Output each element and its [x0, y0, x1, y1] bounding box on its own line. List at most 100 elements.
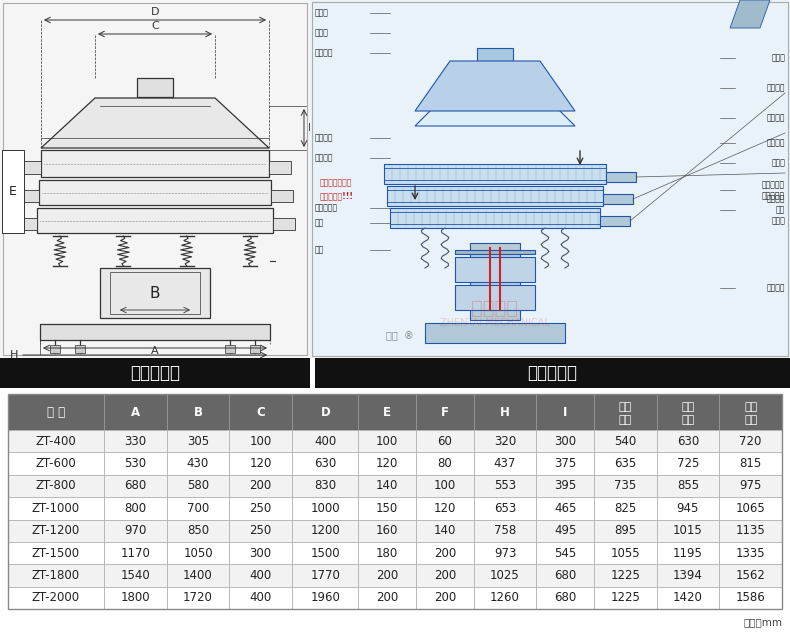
Bar: [37, 208, 273, 233]
Bar: [271, 189, 293, 202]
Text: 1015: 1015: [673, 524, 703, 537]
Bar: [167, 475, 229, 497]
Text: 振泰机械: 振泰机械: [472, 299, 518, 318]
Text: 437: 437: [494, 457, 516, 470]
Bar: [719, 497, 782, 520]
Text: 700: 700: [187, 502, 209, 515]
Text: E: E: [383, 406, 391, 418]
Bar: [387, 186, 603, 206]
Text: 一般结构图: 一般结构图: [528, 364, 577, 382]
Bar: [536, 497, 594, 520]
Bar: [167, 520, 229, 542]
Bar: [104, 453, 167, 475]
Text: 筛网法兰: 筛网法兰: [766, 139, 785, 147]
Bar: [719, 430, 782, 453]
Bar: [416, 520, 473, 542]
Text: 200: 200: [376, 569, 398, 582]
Bar: [8, 453, 104, 475]
Bar: [473, 542, 536, 564]
Bar: [8, 587, 104, 609]
Text: 250: 250: [250, 502, 272, 515]
Bar: [359, 453, 416, 475]
Text: 顶部框架: 顶部框架: [315, 49, 333, 58]
Bar: [606, 172, 636, 182]
Bar: [292, 520, 359, 542]
Bar: [594, 453, 656, 475]
Text: 1195: 1195: [673, 546, 703, 560]
Bar: [656, 497, 719, 520]
Bar: [229, 453, 292, 475]
Bar: [719, 587, 782, 609]
Text: 1960: 1960: [310, 591, 340, 605]
Bar: [8, 430, 104, 453]
Bar: [473, 587, 536, 609]
Bar: [455, 250, 535, 254]
Text: 一层: 一层: [619, 401, 632, 411]
Bar: [229, 394, 292, 430]
Bar: [656, 475, 719, 497]
Text: 辅助筛网: 辅助筛网: [766, 113, 785, 123]
Text: 运输用固定螺栓: 运输用固定螺栓: [320, 179, 352, 187]
Text: B: B: [194, 406, 202, 418]
Text: 975: 975: [739, 479, 762, 492]
Bar: [292, 564, 359, 587]
Bar: [167, 497, 229, 520]
Text: 二层: 二层: [681, 401, 694, 411]
Text: 下部重锤: 下部重锤: [766, 284, 785, 292]
Text: 680: 680: [554, 569, 576, 582]
Text: 680: 680: [124, 479, 146, 492]
Bar: [104, 394, 167, 430]
Bar: [384, 164, 606, 184]
Bar: [719, 475, 782, 497]
Bar: [292, 497, 359, 520]
Text: 180: 180: [376, 546, 398, 560]
Text: 545: 545: [554, 546, 576, 560]
Text: 855: 855: [677, 479, 699, 492]
Bar: [292, 394, 359, 430]
Bar: [8, 542, 104, 564]
Text: 进料口: 进料口: [771, 54, 785, 63]
Bar: [416, 587, 473, 609]
Text: 1025: 1025: [490, 569, 520, 582]
Text: ZT-1800: ZT-1800: [32, 569, 80, 582]
Text: 815: 815: [739, 457, 762, 470]
Bar: [719, 453, 782, 475]
Text: 1055: 1055: [611, 546, 640, 560]
Text: ZT-400: ZT-400: [36, 435, 77, 448]
Text: E: E: [9, 185, 17, 198]
Text: 1225: 1225: [610, 591, 640, 605]
Text: A: A: [130, 406, 140, 418]
Text: A: A: [151, 346, 159, 356]
Text: 400: 400: [314, 435, 337, 448]
Text: 735: 735: [614, 479, 636, 492]
Bar: [425, 323, 565, 343]
Bar: [470, 243, 520, 320]
Text: 300: 300: [554, 435, 576, 448]
Text: I: I: [563, 406, 567, 418]
Text: 1200: 1200: [310, 524, 340, 537]
Bar: [167, 587, 229, 609]
Text: 200: 200: [434, 569, 456, 582]
Bar: [473, 520, 536, 542]
Text: D: D: [151, 7, 160, 17]
Text: 弹簧: 弹簧: [315, 246, 324, 254]
Text: 430: 430: [187, 457, 209, 470]
Bar: [2, 150, 24, 233]
Text: 758: 758: [494, 524, 516, 537]
Text: 120: 120: [376, 457, 398, 470]
Bar: [656, 542, 719, 564]
Text: 上部重锤
振体
电动机: 上部重锤 振体 电动机: [766, 194, 785, 225]
Text: 1260: 1260: [490, 591, 520, 605]
Text: 型 号: 型 号: [47, 406, 65, 418]
Bar: [8, 475, 104, 497]
Text: 三层: 三层: [744, 401, 758, 411]
Text: 1335: 1335: [735, 546, 766, 560]
Bar: [359, 497, 416, 520]
Text: 945: 945: [677, 502, 699, 515]
Bar: [292, 453, 359, 475]
Bar: [167, 542, 229, 564]
Text: 150: 150: [376, 502, 398, 515]
Bar: [229, 430, 292, 453]
Bar: [104, 564, 167, 587]
Bar: [359, 564, 416, 587]
